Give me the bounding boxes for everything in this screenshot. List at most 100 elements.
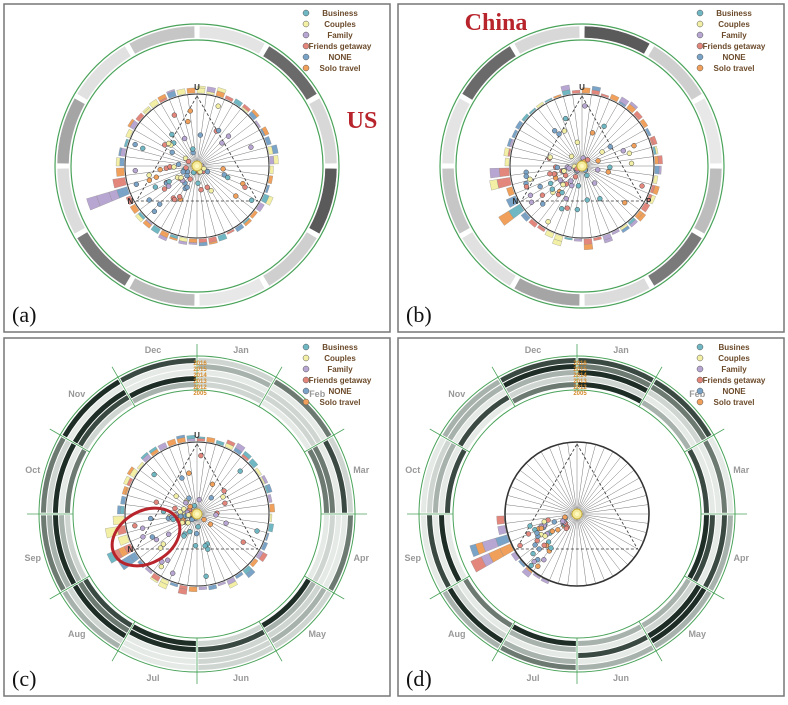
spoke (178, 444, 198, 515)
legend-label: Family (327, 365, 353, 374)
year-band (132, 382, 196, 404)
data-point (169, 149, 175, 155)
spoke (196, 513, 255, 558)
data-point (568, 153, 575, 160)
legend-label: Friends getaway (309, 376, 372, 385)
month-label-jul: Jul (146, 673, 159, 683)
spoke (196, 495, 267, 515)
data-point (215, 103, 221, 109)
year-band (439, 446, 462, 513)
data-point (149, 534, 156, 540)
data-point (564, 205, 570, 211)
data-point (196, 497, 202, 503)
data-point (160, 541, 166, 547)
year-label: 2012 (573, 385, 587, 391)
year-band (53, 443, 77, 513)
legend-swatch (302, 31, 310, 39)
spoke (576, 477, 640, 515)
year-segment (128, 25, 196, 55)
year-band (270, 384, 327, 441)
legend-swatch (696, 42, 704, 50)
spoke (196, 513, 264, 542)
spoke (515, 138, 583, 167)
spoke (153, 108, 198, 167)
year-segment (693, 97, 723, 165)
spoke (196, 477, 260, 515)
spoke (576, 470, 635, 515)
year-segment (76, 45, 132, 101)
year-band (506, 634, 576, 658)
year-band (47, 440, 71, 513)
month-divider (638, 366, 663, 407)
spoke (196, 444, 216, 515)
spoke (549, 447, 578, 515)
data-point (207, 521, 214, 527)
year-band (650, 384, 707, 441)
data-point (545, 219, 551, 225)
data-point (523, 184, 530, 190)
spoke (510, 156, 583, 167)
year-band (500, 645, 576, 670)
data-point (153, 499, 159, 505)
year-band (458, 395, 510, 447)
legend-swatch (302, 387, 310, 395)
spoke (196, 513, 249, 566)
country-label: China (465, 10, 528, 36)
year-band (67, 384, 124, 441)
year-band (328, 437, 353, 513)
month-label-jan: Jan (613, 345, 629, 355)
spoke (581, 165, 634, 218)
spoke (134, 513, 198, 551)
month-divider (49, 575, 90, 600)
spoke (519, 129, 583, 167)
year-segment (76, 231, 132, 287)
data-point (132, 523, 138, 529)
year-band (644, 395, 696, 447)
year-band (129, 376, 196, 399)
data-point (225, 133, 232, 139)
year-band (120, 358, 196, 383)
spoke (514, 477, 578, 515)
triangle (135, 443, 259, 550)
spoke (519, 470, 578, 515)
axis-letter-right: P (646, 197, 652, 206)
data-point (559, 189, 565, 196)
data-point (187, 528, 193, 535)
spoke (576, 486, 644, 515)
year-band (463, 400, 513, 450)
country-label: US (347, 108, 378, 134)
year-band (578, 640, 651, 664)
year-band (578, 645, 654, 670)
year-band (512, 382, 576, 404)
legend-label: NONE (722, 387, 746, 396)
spoke (196, 513, 269, 524)
spoke (169, 165, 198, 233)
year-band (273, 379, 332, 438)
spoke (505, 504, 578, 515)
data-point (171, 196, 178, 203)
data-point (549, 528, 556, 534)
data-point (183, 165, 189, 171)
data-point (541, 519, 547, 525)
year-segment (56, 97, 86, 165)
month-label-feb: Feb (309, 389, 326, 399)
spoke (576, 513, 649, 524)
spoke (196, 103, 234, 167)
spoke (576, 513, 635, 558)
year-label: 2015 (193, 367, 207, 373)
data-point (179, 475, 185, 481)
legend: Business Couples Family Friends getaway NONE… (302, 9, 372, 73)
axis-letter-left: N (512, 197, 518, 206)
spoke (563, 96, 583, 167)
data-point (531, 558, 537, 565)
data-point (248, 144, 254, 150)
data-point (180, 169, 186, 175)
year-band (198, 629, 265, 652)
year-band (307, 449, 329, 513)
data-point (171, 112, 177, 118)
legend-swatch (302, 64, 310, 72)
legend-label: NONE (328, 53, 352, 62)
year-band (452, 584, 507, 639)
spoke (549, 513, 578, 581)
